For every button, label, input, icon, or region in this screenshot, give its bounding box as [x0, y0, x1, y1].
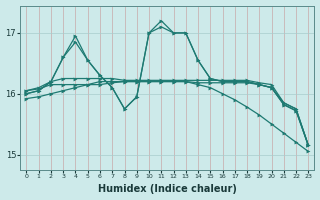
X-axis label: Humidex (Indice chaleur): Humidex (Indice chaleur) — [98, 184, 237, 194]
